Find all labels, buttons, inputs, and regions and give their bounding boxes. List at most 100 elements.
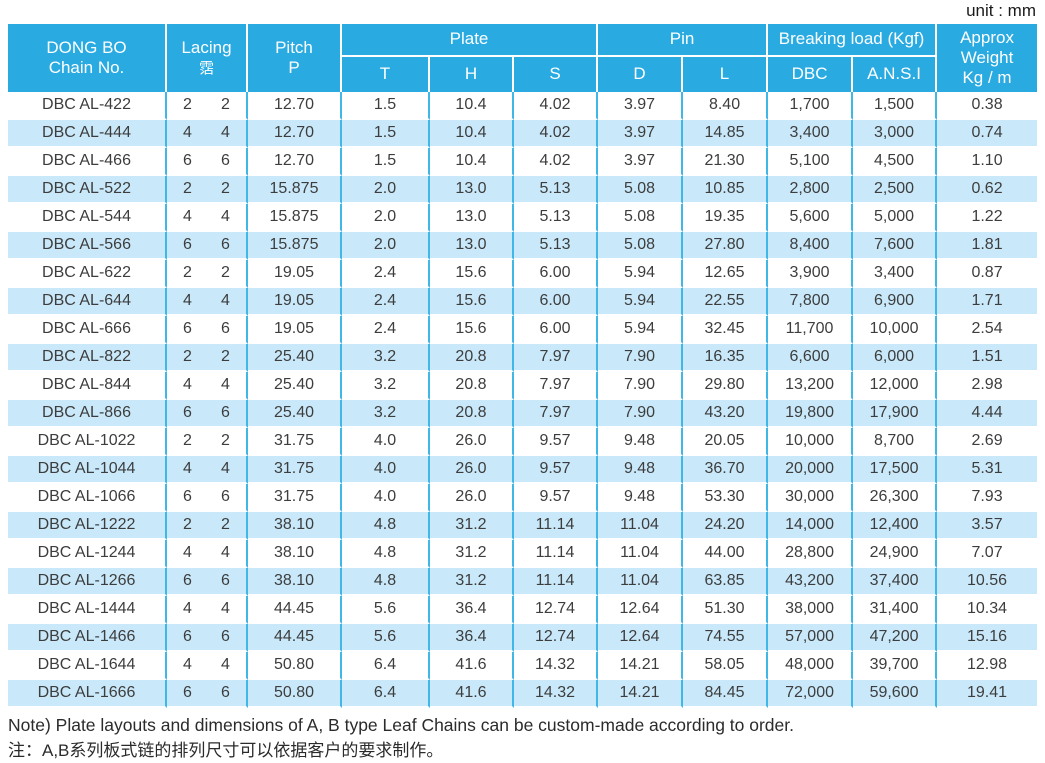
col-header-chain-line2: Chain No. [48, 57, 125, 77]
cell-plate_s: 7.97 [514, 343, 599, 372]
cell-breaking_ansi: 1,500 [853, 91, 938, 120]
cell-breaking_dbc: 30,000 [768, 483, 854, 512]
col-header-chain-line1: DONG BO [46, 37, 127, 57]
cell-plate_s: 5.13 [514, 175, 599, 204]
cell-pin_l: 74.55 [683, 623, 769, 652]
cell-plate_t: 2.4 [342, 259, 430, 288]
cell-plate_t: 3.2 [342, 343, 430, 372]
cell-pin_l: 29.80 [683, 371, 769, 400]
cell-breaking_dbc: 19,800 [768, 399, 854, 428]
cell-chain_no: DBC AL-666 [8, 315, 167, 344]
cell-weight: 4.44 [937, 399, 1038, 428]
col-header-weight-line2: Weight [960, 47, 1014, 67]
unit-label: unit : mm [966, 1, 1036, 20]
cell-breaking_dbc: 7,800 [768, 287, 854, 316]
cell-pin_d: 12.64 [598, 623, 684, 652]
cell-chain_no: DBC AL-466 [8, 147, 167, 176]
cell-breaking_dbc: 5,600 [768, 203, 854, 232]
lacing-value: 4 [183, 291, 192, 309]
cell-pin_l: 12.65 [683, 259, 769, 288]
cell-chain_no: DBC AL-1044 [8, 455, 167, 484]
cell-chain_no: DBC AL-844 [8, 371, 167, 400]
cell-pitch_p: 44.45 [248, 595, 342, 624]
table-row: DBC AL-1222 2 2 38.10 4.8 31.2 11.14 11.04 24.20… [8, 511, 1038, 540]
cell-plate_s: 6.00 [514, 287, 599, 316]
table-row: DBC AL-422 2 2 12.70 1.5 10.4 4.02 3.97 8.40 1,70… [8, 91, 1038, 120]
lacing-value: 4 [221, 655, 230, 673]
cell-pin_d: 11.04 [598, 567, 684, 596]
cell-breaking_ansi: 3,400 [853, 259, 938, 288]
cell-pin_l: 84.45 [683, 679, 769, 708]
lacing-value: 6 [183, 627, 192, 645]
lacing-value: 2 [183, 95, 192, 113]
cell-plate_t: 5.6 [342, 623, 430, 652]
cell-chain_no: DBC AL-544 [8, 203, 167, 232]
cell-breaking_dbc: 3,400 [768, 119, 854, 148]
lacing-value: 4 [221, 123, 230, 141]
lacing-value: 4 [221, 543, 230, 561]
cell-chain_no: DBC AL-1022 [8, 427, 167, 456]
lacing-value: 4 [221, 207, 230, 225]
cell-breaking_ansi: 26,300 [853, 483, 938, 512]
cell-pin_l: 19.35 [683, 203, 769, 232]
note-english: Note) Plate layouts and dimensions of A,… [8, 714, 794, 735]
cell-weight: 1.22 [937, 203, 1038, 232]
table-row: DBC AL-866 6 6 25.40 3.2 20.8 7.97 7.90 43.20 19,… [8, 399, 1038, 428]
cell-chain_no: DBC AL-444 [8, 119, 167, 148]
cell-pitch_p: 31.75 [248, 483, 342, 512]
cell-pin_l: 44.00 [683, 539, 769, 568]
cell-weight: 1.10 [937, 147, 1038, 176]
cell-pitch_p: 15.875 [248, 231, 342, 260]
cell-plate_s: 7.97 [514, 371, 599, 400]
lacing-value: 2 [221, 95, 230, 113]
cell-weight: 0.87 [937, 259, 1038, 288]
lacing-value: 6 [221, 403, 230, 421]
cell-plate_s: 9.57 [514, 427, 599, 456]
cell-pitch_p: 38.10 [248, 539, 342, 568]
cell-pin_d: 5.08 [598, 203, 684, 232]
lacing-value: 6 [183, 319, 192, 337]
col-group-breaking-load: Breaking load (Kgf) [768, 23, 938, 57]
cell-weight: 10.56 [937, 567, 1038, 596]
cell-plate_t: 3.2 [342, 371, 430, 400]
col-header-pitch-line2: P [288, 57, 300, 77]
cell-chain_no: DBC AL-1244 [8, 539, 167, 568]
table-row: DBC AL-666 6 6 19.05 2.4 15.6 6.00 5.94 32.45 11,… [8, 315, 1038, 344]
cell-pin_d: 11.04 [598, 511, 684, 540]
cell-plate_s: 11.14 [514, 539, 599, 568]
cell-plate_h: 20.8 [430, 371, 514, 400]
cell-pin_d: 3.97 [598, 147, 684, 176]
table-row: DBC AL-844 4 4 25.40 3.2 20.8 7.97 7.90 29.80 13,… [8, 371, 1038, 400]
table-row: DBC AL-1466 6 6 44.45 5.6 36.4 12.74 12.64 74.55… [8, 623, 1038, 652]
cell-chain_no: DBC AL-1466 [8, 623, 167, 652]
cell-breaking_dbc: 72,000 [768, 679, 854, 708]
lacing-value: 6 [221, 627, 230, 645]
cell-weight: 0.62 [937, 175, 1038, 204]
lacing-value: 4 [221, 599, 230, 617]
cell-pin_l: 27.80 [683, 231, 769, 260]
cell-breaking_dbc: 6,600 [768, 343, 854, 372]
lacing-value: 6 [221, 151, 230, 169]
table-row: DBC AL-622 2 2 19.05 2.4 15.6 6.00 5.94 12.65 3,9… [8, 259, 1038, 288]
cell-pin_l: 22.55 [683, 287, 769, 316]
col-group-pin: Pin [598, 23, 769, 57]
table-row: DBC AL-522 2 2 15.875 2.0 13.0 5.13 5.08 10.85 2,… [8, 175, 1038, 204]
cell-chain_no: DBC AL-1644 [8, 651, 167, 680]
cell-breaking_ansi: 24,900 [853, 539, 938, 568]
cell-chain_no: DBC AL-1266 [8, 567, 167, 596]
cell-plate_h: 36.4 [430, 623, 514, 652]
lacing-value: 6 [221, 235, 230, 253]
table-row: DBC AL-466 6 6 12.70 1.5 10.4 4.02 3.97 21.30 5,1… [8, 147, 1038, 176]
leaf-chain-spec-table: DONG BO Chain No. Lacing 霑 Pitch P Plate… [8, 23, 1038, 708]
cell-plate_s: 12.74 [514, 623, 599, 652]
table-body: DBC AL-422 2 2 12.70 1.5 10.4 4.02 3.97 8.40 1,70… [8, 91, 1038, 708]
cell-plate_t: 4.0 [342, 483, 430, 512]
cell-breaking_dbc: 2,800 [768, 175, 854, 204]
cell-weight: 1.81 [937, 231, 1038, 260]
cell-pitch_p: 31.75 [248, 455, 342, 484]
